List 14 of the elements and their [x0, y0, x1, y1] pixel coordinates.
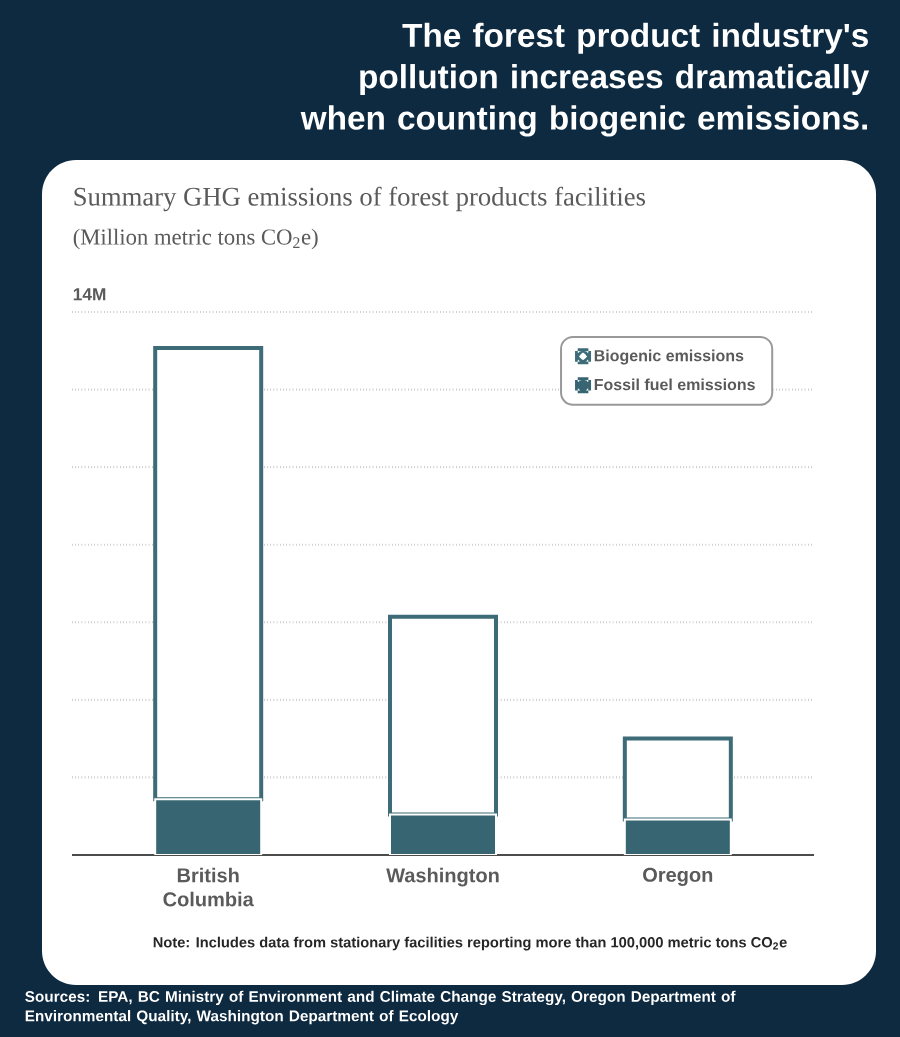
x-tick-label: Washington — [386, 867, 499, 887]
x-tick-label: Oregon — [643, 867, 713, 886]
chart-subtitle: Summary GHG emissions of forest products facilities — [74, 186, 646, 212]
text: 14M — [73, 288, 106, 301]
x-tick-label: British Columbia — [163, 867, 254, 907]
source-note: Sources: EPA, BC Ministry of Environment and Climate Change Strategy, Oregon Department of Environmental Quality, Washington Department of Ecology — [25, 990, 736, 1025]
bar — [389, 813, 498, 855]
text: (Million metric tons CO$_{2}$e) — [73, 228, 318, 250]
chart-title: The forest product industry's pollution increases dramatically when counting biogenic emissions. — [300, 22, 870, 137]
text: Note: Includes data from stationary facilities reporting more than 100,000 metric tons CO$_{2}$e — [153, 936, 787, 951]
legend-label: Biogenic emissions — [594, 349, 744, 365]
legend-label: Fossil fuel emissions — [594, 378, 755, 391]
bar — [623, 818, 732, 855]
bar — [154, 798, 263, 855]
